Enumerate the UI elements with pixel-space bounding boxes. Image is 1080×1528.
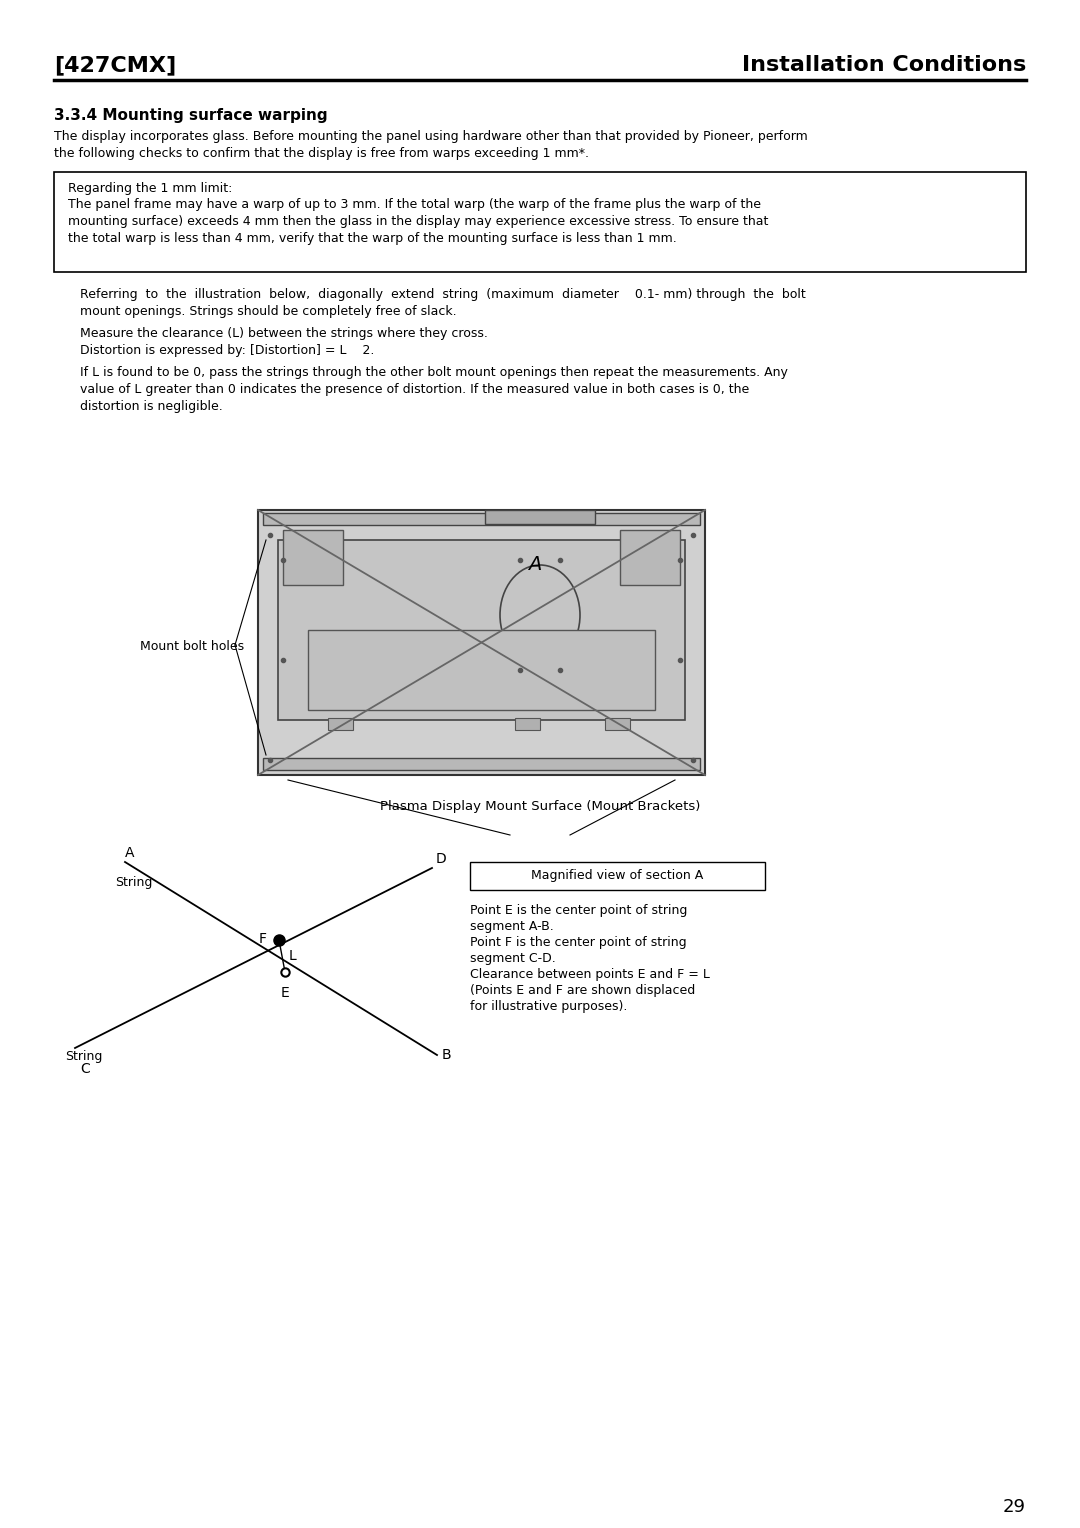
- Bar: [470, 862, 765, 889]
- Text: Regarding the 1 mm limit:: Regarding the 1 mm limit:: [68, 182, 232, 196]
- Text: B: B: [442, 1048, 451, 1062]
- Bar: [515, 718, 540, 730]
- Text: [427CMX]: [427CMX]: [54, 55, 176, 75]
- Text: String: String: [65, 1050, 103, 1063]
- Bar: [278, 539, 685, 720]
- Text: E: E: [281, 986, 289, 999]
- Text: If L is found to be 0, pass the strings through the other bolt mount openings th: If L is found to be 0, pass the strings …: [80, 367, 788, 379]
- Text: A: A: [528, 556, 542, 575]
- Text: Magnified view of section A: Magnified view of section A: [531, 869, 704, 883]
- Ellipse shape: [500, 565, 580, 665]
- Text: Point F is the center point of string: Point F is the center point of string: [470, 937, 687, 949]
- Text: the total warp is less than 4 mm, verify that the warp of the mounting surface i: the total warp is less than 4 mm, verify…: [68, 232, 677, 244]
- Text: Referring  to  the  illustration  below,  diagonally  extend  string  (maximum  : Referring to the illustration below, dia…: [80, 287, 806, 301]
- Text: D: D: [436, 853, 447, 866]
- Bar: [258, 510, 705, 775]
- Text: Distortion is expressed by: [Distortion] = L    2.: Distortion is expressed by: [Distortion]…: [80, 344, 375, 358]
- Text: the following checks to confirm that the display is free from warps exceeding 1 : the following checks to confirm that the…: [54, 147, 589, 160]
- Text: Point E is the center point of string: Point E is the center point of string: [470, 905, 687, 917]
- Text: distortion is negligible.: distortion is negligible.: [80, 400, 222, 413]
- Bar: [264, 513, 700, 526]
- Text: Plasma Display Mount Surface (Mount Brackets): Plasma Display Mount Surface (Mount Brac…: [380, 801, 700, 813]
- Bar: [54, 173, 1026, 272]
- Text: value of L greater than 0 indicates the presence of distortion. If the measured : value of L greater than 0 indicates the …: [80, 384, 750, 396]
- Text: 29: 29: [1003, 1497, 1026, 1516]
- Text: F: F: [259, 932, 267, 946]
- Bar: [605, 718, 630, 730]
- Bar: [328, 718, 353, 730]
- Text: A: A: [125, 847, 135, 860]
- Text: L: L: [289, 949, 297, 963]
- Text: mounting surface) exceeds 4 mm then the glass in the display may experience exce: mounting surface) exceeds 4 mm then the …: [68, 215, 768, 228]
- Text: Measure the clearance (L) between the strings where they cross.: Measure the clearance (L) between the st…: [80, 327, 488, 341]
- Text: segment A-B.: segment A-B.: [470, 920, 554, 934]
- Bar: [620, 530, 680, 585]
- Bar: [264, 758, 700, 770]
- Bar: [308, 630, 654, 711]
- Bar: [283, 530, 343, 585]
- Text: Mount bolt holes: Mount bolt holes: [140, 640, 244, 652]
- Text: String: String: [114, 876, 152, 889]
- Text: segment C-D.: segment C-D.: [470, 952, 556, 966]
- Text: mount openings. Strings should be completely free of slack.: mount openings. Strings should be comple…: [80, 306, 457, 318]
- Text: Clearance between points E and F = L: Clearance between points E and F = L: [470, 969, 710, 981]
- Text: The panel frame may have a warp of up to 3 mm. If the total warp (the warp of th: The panel frame may have a warp of up to…: [68, 199, 761, 211]
- Text: (Points E and F are shown displaced: (Points E and F are shown displaced: [470, 984, 696, 996]
- Text: The display incorporates glass. Before mounting the panel using hardware other t: The display incorporates glass. Before m…: [54, 130, 808, 144]
- Text: C: C: [80, 1062, 90, 1076]
- Text: Installation Conditions: Installation Conditions: [742, 55, 1026, 75]
- Text: for illustrative purposes).: for illustrative purposes).: [470, 999, 627, 1013]
- Text: 3.3.4 Mounting surface warping: 3.3.4 Mounting surface warping: [54, 108, 327, 122]
- Bar: [485, 510, 595, 524]
